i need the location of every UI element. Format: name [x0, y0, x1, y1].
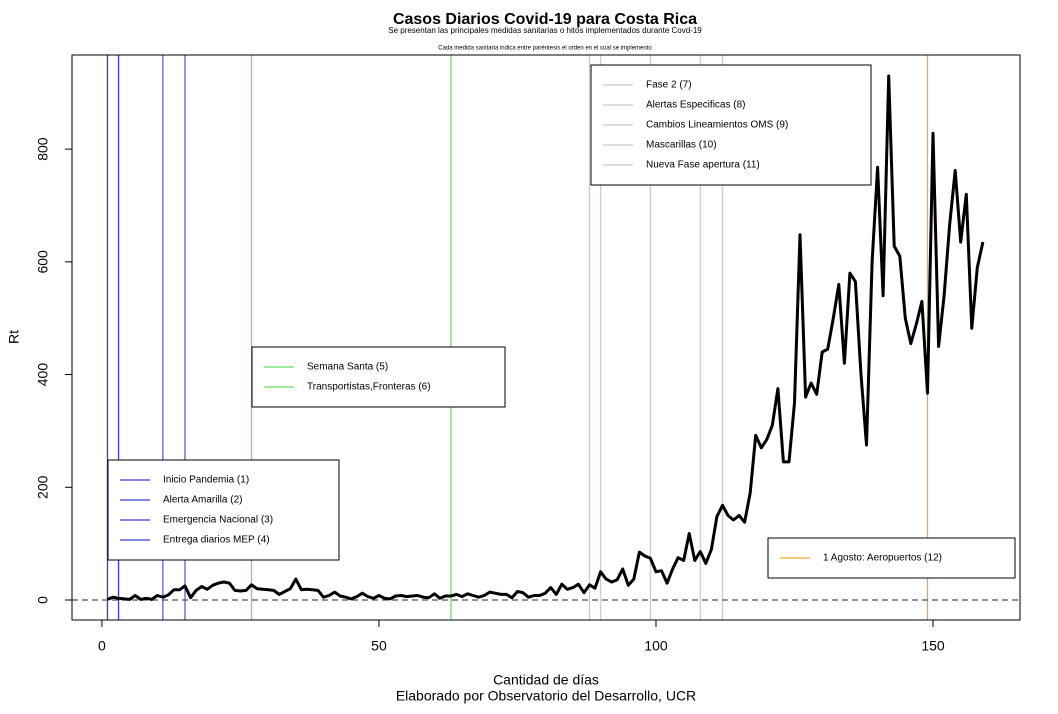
legend-label: Mascarillas (10) [646, 140, 717, 151]
y-tick-label: 400 [35, 363, 51, 387]
x-tick-label: 150 [921, 638, 945, 654]
y-tick-label: 800 [35, 137, 51, 161]
legend-label: Entrega diarios MEP (4) [163, 535, 270, 546]
chart-title: Casos Diarios Covid-19 para Costa Rica [393, 11, 697, 28]
legend-label: Fase 2 (7) [646, 80, 692, 91]
legend-label: Cambios Lineamientos OMS (9) [646, 120, 788, 131]
legend-box [107, 459, 340, 561]
legend-label: Nueva Fase apertura (11) [646, 160, 760, 171]
x-tick-label: 50 [371, 638, 387, 654]
x-tick-label: 0 [98, 638, 106, 654]
legend-label: 1 Agosto: Aeropuertos (12) [823, 553, 942, 564]
legend-box [251, 346, 506, 408]
chart-note: Cada medida sanitaria indica entre parén… [438, 46, 652, 52]
legend-label: Semana Santa (5) [307, 362, 388, 373]
y-tick-label: 600 [35, 250, 51, 274]
x-axis-title: Cantidad de días [493, 672, 599, 688]
legend-label: Inicio Pandemia (1) [163, 475, 249, 486]
data-line [106, 74, 985, 601]
chart-subtitle: Se presentan las principales medidas san… [388, 26, 702, 35]
x-tick-label: 100 [644, 638, 668, 654]
caption: Elaborado por Observatorio del Desarroll… [396, 688, 696, 704]
legend-box [590, 64, 872, 186]
legend-label: Alertas Especificas (8) [646, 100, 745, 111]
legend-label: Emergencia Nacional (3) [163, 515, 273, 526]
y-tick-label: 200 [35, 475, 51, 499]
legend-label: Alerta Amarilla (2) [163, 495, 242, 506]
y-axis-title: Rt [6, 330, 22, 344]
legend-label: Transportistas,Fronteras (6) [307, 382, 431, 393]
y-tick-label: 0 [35, 596, 51, 604]
plot-frame [71, 54, 1021, 621]
